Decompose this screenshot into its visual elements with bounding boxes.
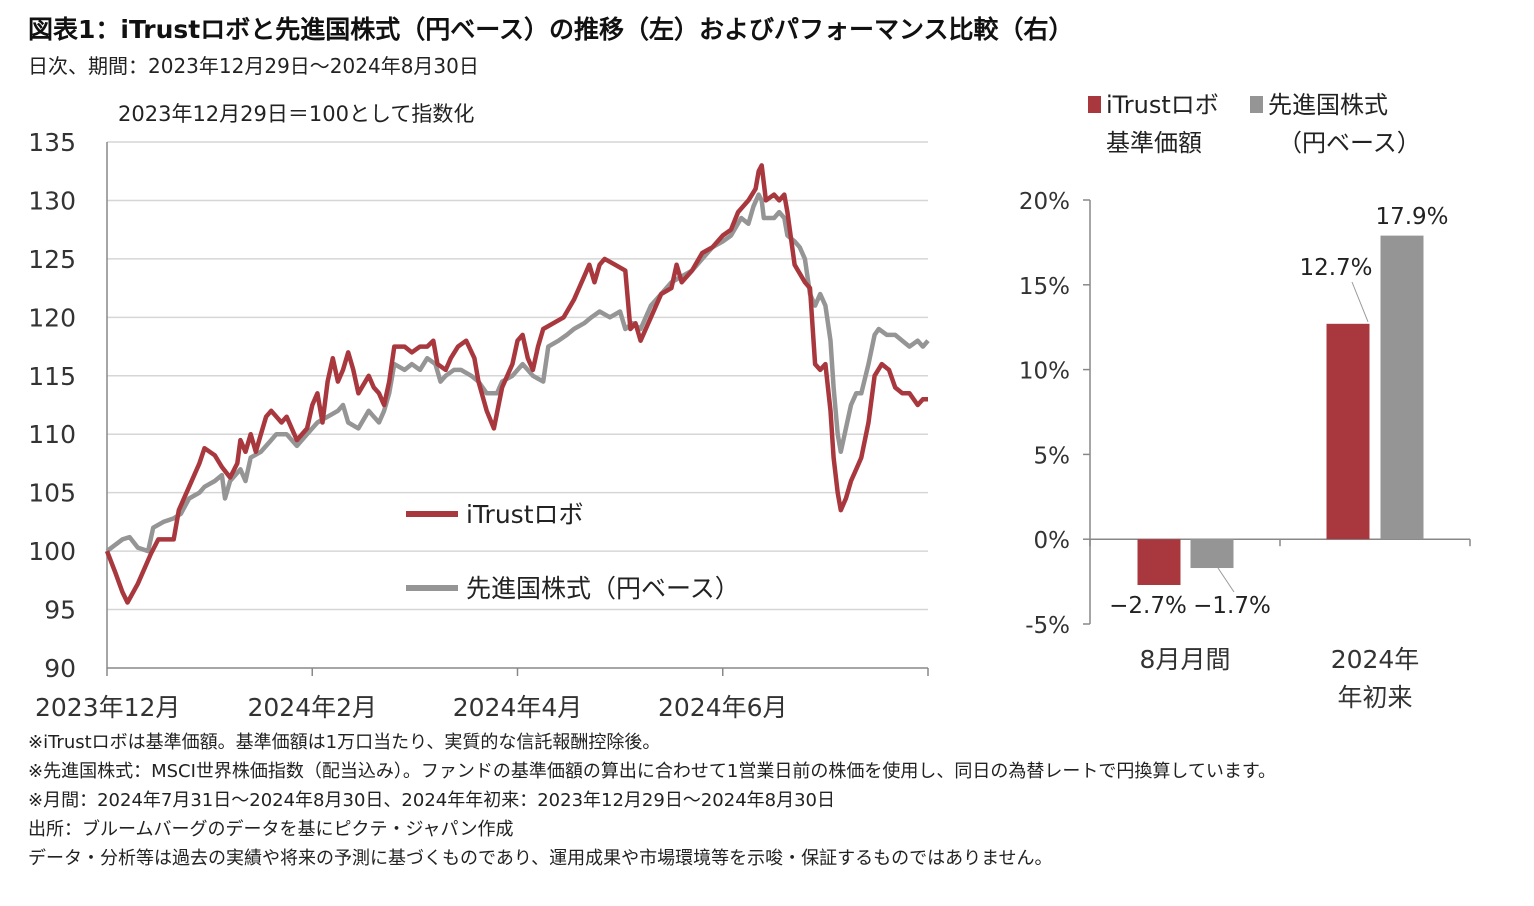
legend-swatch	[1250, 96, 1263, 113]
footnote: ※先進国株式：MSCI世界株価指数（配当込み）。ファンドの基準価額の算出に合わせ…	[28, 761, 1277, 782]
leader-line	[1217, 567, 1235, 593]
y-tick-label: 90	[44, 654, 76, 683]
x-tick-label: 2024年2月	[247, 693, 377, 722]
y-tick-label: 115	[28, 362, 76, 391]
series-line-itrust-robo	[104, 163, 928, 605]
bar	[1137, 539, 1181, 585]
chart-annotation: 2023年12月29日＝100として指数化	[118, 102, 474, 126]
data-label: −2.7%	[1109, 593, 1187, 619]
chart-title: 図表1：iTrustロボと先進国株式（円ベース）の推移（左）およびパフォーマンス…	[28, 15, 1074, 44]
y-tick-label: 5%	[1034, 443, 1071, 469]
x-category-label: 2024年	[1331, 645, 1420, 674]
y-tick-label: 10%	[1019, 359, 1070, 385]
bar	[1380, 235, 1424, 540]
bar	[1326, 323, 1370, 540]
legend-label: 先進国株式	[1268, 91, 1388, 119]
y-tick-label: 120	[28, 303, 76, 332]
data-label: 17.9%	[1375, 204, 1448, 230]
y-tick-label: 105	[28, 479, 76, 508]
y-tick-label: 0%	[1034, 528, 1071, 554]
x-category-label: 8月月間	[1140, 645, 1231, 674]
bar	[1190, 539, 1234, 569]
footnote: ※iTrustロボは基準価額。基準価額は1万口当たり、実質的な信託報酬控除後。	[28, 732, 661, 753]
bar-chart: -5% 0% 5% 10% 15% 20% −2.7% 12.7% −1.7% 17.9% 8月月間…	[1019, 91, 1471, 712]
data-label: −1.7%	[1193, 593, 1271, 619]
data-label: 12.7%	[1299, 255, 1372, 281]
x-tick-label: 2024年4月	[453, 693, 583, 722]
x-tick-label: 2023年12月	[35, 693, 180, 722]
series-line-developed-equity	[105, 192, 930, 554]
y-tick-label: -5%	[1025, 613, 1070, 639]
footnote: データ・分析等は過去の実績や将来の予測に基づくものであり、運用成果や市場環境等を…	[28, 848, 1053, 869]
legend-label: iTrustロボ	[1106, 91, 1219, 119]
legend-swatch	[1088, 96, 1101, 113]
y-tick-label: 125	[28, 245, 76, 274]
y-tick-label: 15%	[1019, 274, 1070, 300]
legend-label: 先進国株式（円ベース）	[466, 574, 740, 603]
footnotes: ※iTrustロボは基準価額。基準価額は1万口当たり、実質的な信託報酬控除後。 …	[28, 728, 1508, 873]
y-tick-label: 95	[44, 596, 76, 625]
legend-label: （円ベース）	[1278, 129, 1421, 157]
y-tick-label: 110	[28, 420, 76, 449]
legend-label: iTrustロボ	[466, 500, 584, 529]
footnote: ※月間：2024年7月31日～2024年8月30日、2024年年初来：2023年…	[28, 790, 836, 811]
y-tick-label: 20%	[1019, 189, 1070, 215]
chart-subtitle: 日次、期間：2023年12月29日～2024年8月30日	[28, 54, 479, 78]
y-tick-label: 100	[28, 537, 76, 566]
y-tick-label: 130	[28, 186, 76, 215]
line-chart: 90 95 100 105 110 115 120 125 130 135 2023年12月 2024…	[28, 102, 930, 722]
x-tick-label: 2024年6月	[658, 693, 788, 722]
legend-label: 基準価額	[1106, 129, 1202, 157]
leader-line	[1351, 281, 1369, 322]
x-category-label: 年初来	[1337, 683, 1412, 712]
y-tick-label: 135	[28, 128, 76, 157]
footnote: 出所：ブルームバーグのデータを基にピクテ・ジャパン作成	[28, 819, 514, 840]
